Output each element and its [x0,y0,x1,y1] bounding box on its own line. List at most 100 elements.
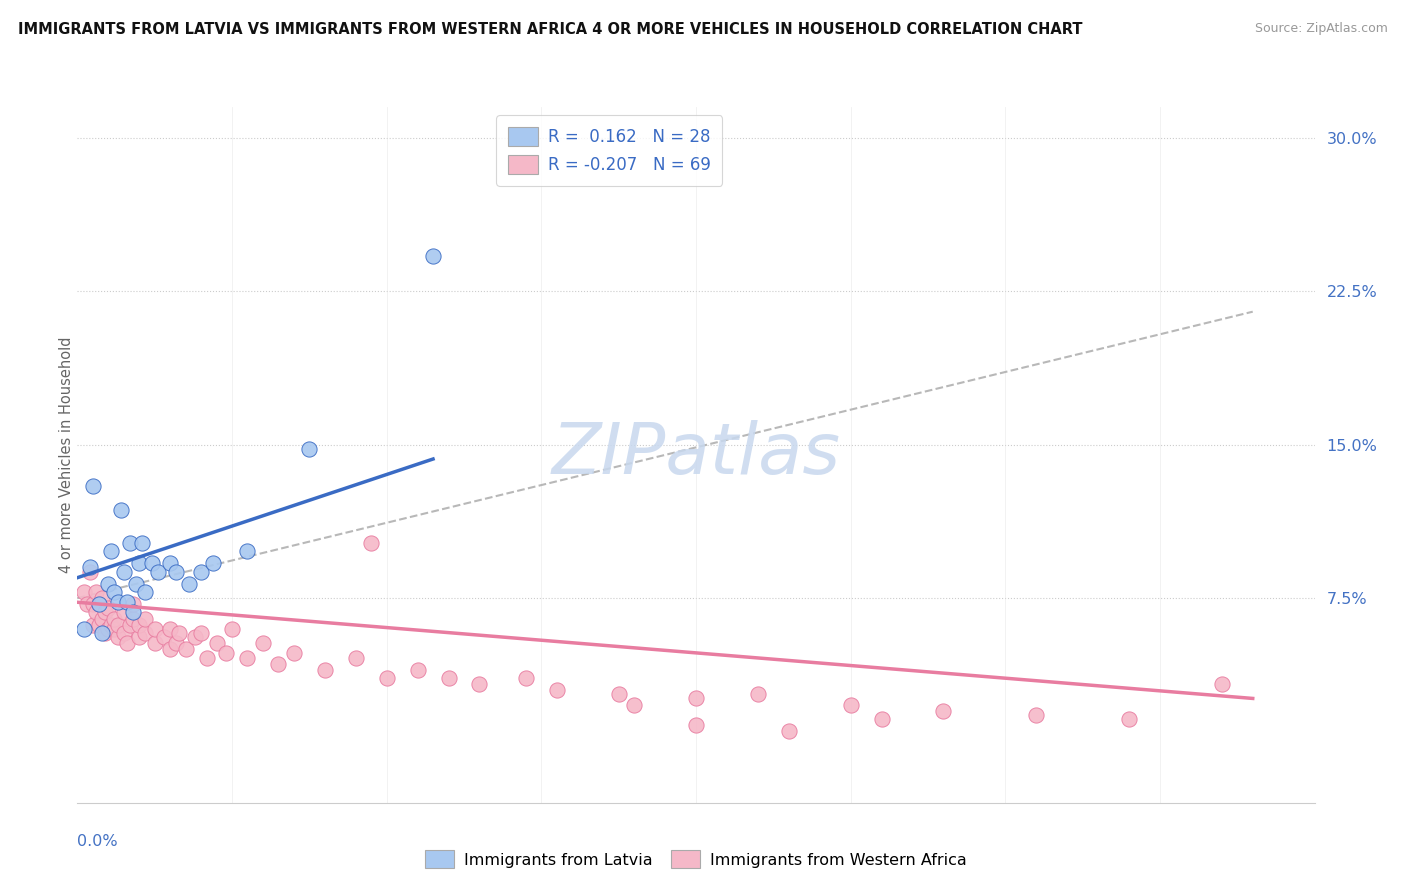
Point [169,626,191,640]
Text: IMMIGRANTS FROM LATVIA VS IMMIGRANTS FROM WESTERN AFRICA 4 OR MORE VEHICLES IN H: IMMIGRANTS FROM LATVIA VS IMMIGRANTS FRO… [18,22,1083,37]
Point [146,565,169,579]
Point [122,612,145,626]
Point [87,597,110,611]
Point [134,626,156,640]
Point [97,622,120,636]
Point [84,606,107,620]
Point [103,612,125,626]
Point [107,630,129,644]
Point [839,698,862,712]
Point [84,585,107,599]
Point [107,595,129,609]
Point [375,671,398,685]
Point [406,663,429,677]
Point [143,636,166,650]
Point [103,622,125,636]
Point [236,650,259,665]
Point [87,597,110,611]
Point [143,622,166,636]
Point [131,536,153,550]
Point [82,617,104,632]
Point [128,630,150,644]
Point [190,626,212,640]
Point [79,560,101,574]
Text: Source: ZipAtlas.com: Source: ZipAtlas.com [1254,22,1388,36]
Point [79,565,101,579]
Point [1118,712,1140,726]
Point [118,536,141,550]
Point [159,642,181,657]
Point [91,591,114,606]
Point [72,585,94,599]
Point [100,544,122,558]
Point [184,630,207,644]
Point [267,657,290,671]
Point [159,557,181,571]
Point [422,249,444,263]
Point [72,622,94,636]
Point [91,626,114,640]
Point [685,691,707,706]
Point [221,622,243,636]
Point [236,544,259,558]
Y-axis label: 4 or more Vehicles in Household: 4 or more Vehicles in Household [59,336,73,574]
Point [778,724,800,739]
Point [112,606,135,620]
Point [195,650,218,665]
Point [82,597,104,611]
Point [122,606,145,620]
Point [128,557,150,571]
Point [1025,707,1047,722]
Point [437,671,460,685]
Point [174,642,197,657]
Point [252,636,274,650]
Point [314,663,336,677]
Point [115,636,138,650]
Point [360,536,382,550]
Point [134,585,156,599]
Point [153,630,176,644]
Point [134,612,156,626]
Point [165,636,187,650]
Point [623,698,645,712]
Point [177,577,200,591]
Text: ZIPatlas: ZIPatlas [551,420,841,490]
Point [122,597,145,611]
Point [118,617,141,632]
Point [110,503,132,517]
Point [115,595,138,609]
Point [87,617,110,632]
Point [202,557,225,571]
Point [112,626,135,640]
Point [159,622,181,636]
Point [165,565,187,579]
Point [94,626,117,640]
Point [546,683,568,698]
Point [283,647,305,661]
Point [91,612,114,626]
Point [870,712,893,726]
Point [215,647,238,661]
Point [112,565,135,579]
Point [298,442,321,456]
Point [125,577,148,591]
Point [103,585,125,599]
Point [100,617,122,632]
Point [141,557,163,571]
Point [468,677,491,691]
Point [128,617,150,632]
Point [94,606,117,620]
Point [747,687,769,701]
Point [344,650,367,665]
Point [205,636,228,650]
Legend: Immigrants from Latvia, Immigrants from Western Africa: Immigrants from Latvia, Immigrants from … [419,844,973,875]
Point [515,671,537,685]
Point [97,577,120,591]
Point [607,687,630,701]
Point [82,478,104,492]
Point [1211,677,1233,691]
Text: 0.0%: 0.0% [77,834,118,849]
Point [97,601,120,615]
Point [932,704,955,718]
Point [685,718,707,732]
